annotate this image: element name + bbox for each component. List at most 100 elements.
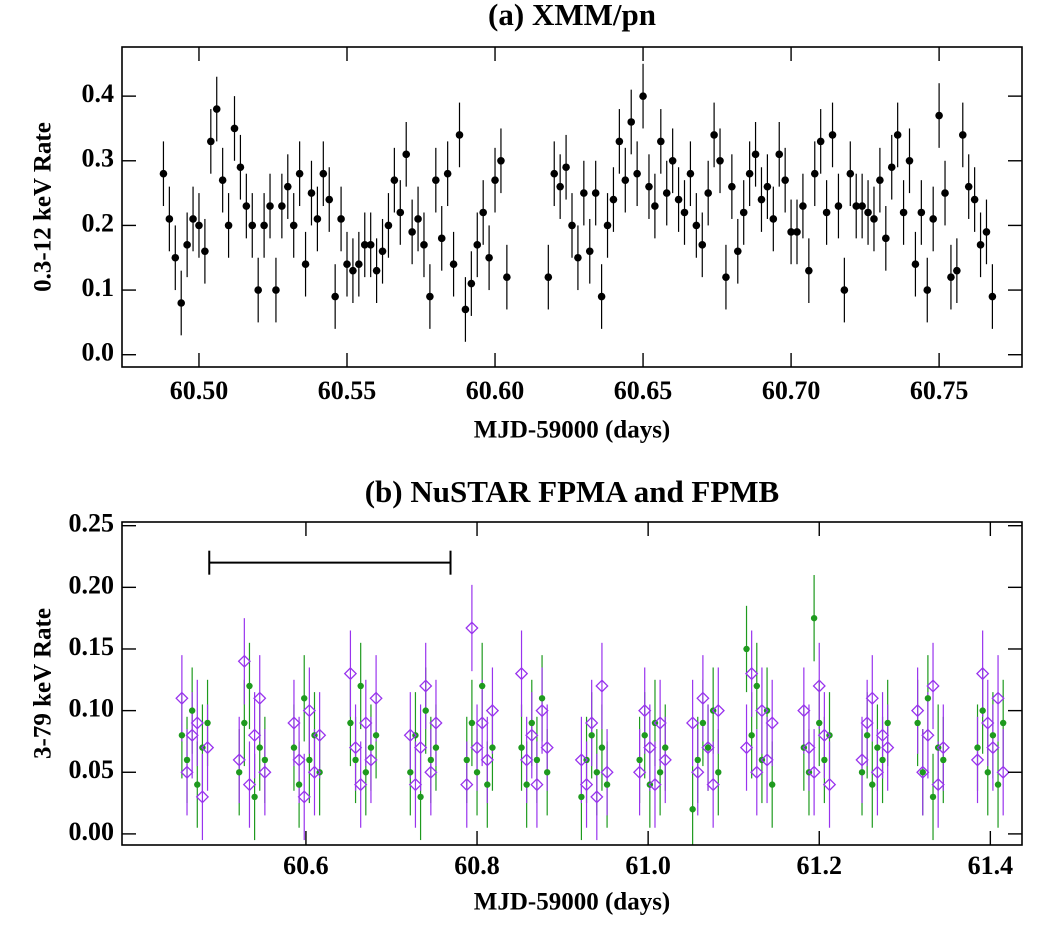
data-point (923, 286, 932, 294)
data-point (528, 719, 535, 727)
data-point (302, 704, 316, 718)
x-tick-label: 61.2 (796, 851, 842, 880)
data-point (491, 176, 499, 184)
data-point (588, 732, 595, 739)
plot-area (159, 63, 997, 342)
data-point (816, 137, 825, 146)
data-point (348, 740, 363, 755)
data-point (817, 728, 831, 742)
x-tick-label: 60.60 (466, 376, 525, 405)
data-point (750, 765, 764, 779)
data-point (194, 781, 201, 788)
data-point (188, 707, 196, 714)
data-point (974, 744, 981, 751)
data-point (753, 682, 760, 690)
data-point (475, 716, 489, 730)
data-point (860, 716, 874, 730)
data-point (805, 266, 813, 275)
data-point (253, 691, 267, 705)
data-point (359, 716, 373, 730)
data-point (489, 744, 496, 751)
data-point (295, 781, 303, 788)
data-point (686, 716, 700, 730)
data-point (858, 202, 866, 210)
y-tick-label: 0.00 (69, 817, 115, 846)
data-point (674, 195, 683, 204)
data-point (870, 765, 885, 779)
y-tick-label: 0.0 (82, 338, 115, 367)
data-point (463, 756, 470, 764)
x-tick-label: 60.8 (454, 851, 500, 880)
data-point (919, 769, 926, 776)
data-point (468, 719, 476, 727)
data-point (757, 195, 766, 204)
data-point (289, 221, 298, 230)
data-point (768, 781, 776, 788)
y-tick-label: 0.20 (69, 570, 115, 599)
data-point (520, 753, 534, 767)
data-point (562, 163, 570, 172)
data-point (751, 150, 760, 159)
data-point (568, 221, 576, 230)
data-point (347, 719, 354, 727)
data-point (256, 744, 263, 751)
data-point (953, 266, 961, 275)
data-point (556, 182, 564, 191)
data-point (242, 777, 257, 792)
data-point (301, 260, 310, 269)
data-point (514, 667, 529, 681)
data-point (976, 241, 985, 249)
data-point (295, 169, 304, 178)
data-point (733, 247, 742, 256)
data-point (893, 131, 902, 139)
data-point (366, 241, 375, 249)
data-point (218, 176, 227, 184)
data-point (763, 182, 772, 191)
data-point (694, 756, 701, 764)
data-point (480, 753, 494, 767)
data-point (810, 169, 819, 178)
data-point (429, 716, 443, 730)
data-point (745, 169, 754, 178)
data-point (426, 292, 434, 301)
data-point (882, 234, 890, 243)
data-point (297, 790, 311, 804)
data-point (189, 215, 197, 223)
data-point (632, 765, 647, 779)
data-point (662, 744, 669, 751)
data-point (686, 169, 695, 178)
data-point (384, 221, 393, 230)
data-point (369, 691, 383, 705)
data-point (597, 292, 606, 301)
y-tick-label: 0.1 (82, 273, 115, 302)
data-point (633, 169, 641, 178)
data-point (668, 156, 677, 165)
y-tick-label: 0.25 (69, 509, 115, 538)
data-point (337, 215, 345, 223)
data-point (722, 273, 730, 281)
data-point (656, 769, 664, 776)
data-point (755, 704, 769, 718)
data-point (485, 253, 493, 262)
data-point (535, 704, 549, 718)
data-point (940, 756, 947, 764)
data-point (292, 753, 306, 767)
data-point (530, 777, 544, 792)
data-point (639, 92, 647, 100)
y-axis-label: 0.3-12 keV Rate (30, 122, 57, 292)
data-point (278, 202, 286, 210)
data-point (408, 228, 416, 236)
data-point (881, 740, 895, 755)
data-point (870, 215, 878, 223)
data-point (600, 765, 614, 779)
data-point (936, 740, 950, 755)
data-point (478, 682, 486, 690)
data-point (986, 740, 1000, 755)
data-point (765, 716, 779, 730)
data-point (362, 769, 370, 776)
data-point (241, 719, 248, 727)
data-point (550, 169, 559, 178)
data-point (745, 667, 759, 681)
data-point (648, 777, 662, 792)
data-point (739, 740, 754, 755)
